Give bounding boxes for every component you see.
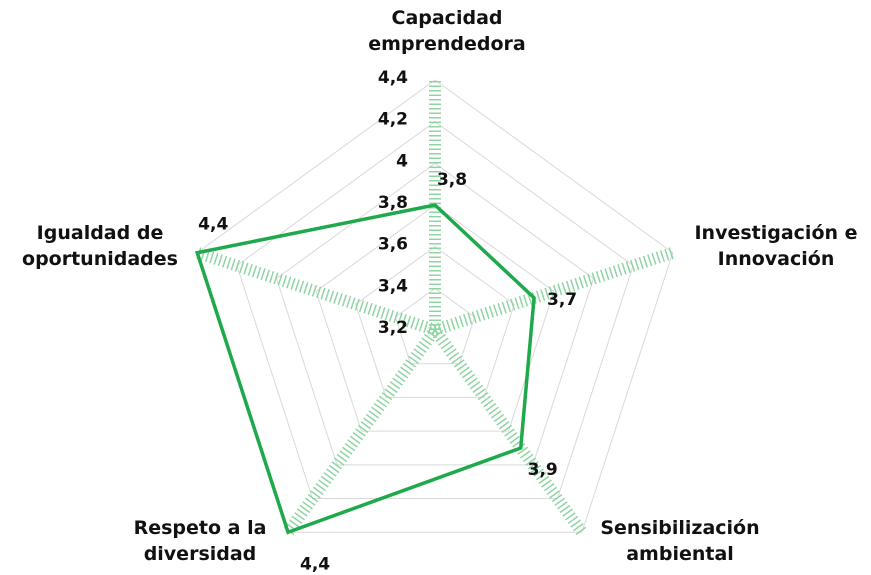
tick-label: 4,2 [378, 110, 408, 130]
tick-label: 4,4 [378, 68, 408, 88]
value-label: 3,8 [437, 170, 467, 190]
grid-ring [394, 287, 476, 365]
data-line [194, 203, 536, 535]
axis-line [283, 326, 440, 536]
grid-ring [196, 79, 674, 533]
category-label: Investigación e Innovación [694, 222, 858, 270]
grid-ring [275, 162, 595, 466]
category-label: Igualdad de oportunidades [22, 222, 178, 270]
tick-label: 3,4 [378, 276, 408, 296]
category-label: Capacidad emprendedora [368, 7, 526, 55]
grid-ring [315, 204, 555, 432]
tick-label: 3,6 [378, 235, 408, 255]
grid-ring [236, 121, 634, 500]
value-label: 3,7 [547, 290, 577, 310]
tick-label: 4 [396, 151, 408, 171]
tick-label: 3,2 [378, 318, 408, 338]
category-label: Respeto a la diversidad [133, 517, 267, 565]
value-label: 3,9 [528, 460, 558, 480]
axis-line [195, 247, 437, 336]
category-label: Sensibilización ambiental [600, 517, 760, 565]
value-label: 4,4 [198, 215, 228, 235]
tick-label: 3,8 [378, 193, 408, 213]
axis-line [430, 326, 587, 536]
grid-ring [355, 246, 515, 398]
value-label: 4,4 [300, 554, 330, 574]
axis-line [433, 247, 675, 336]
